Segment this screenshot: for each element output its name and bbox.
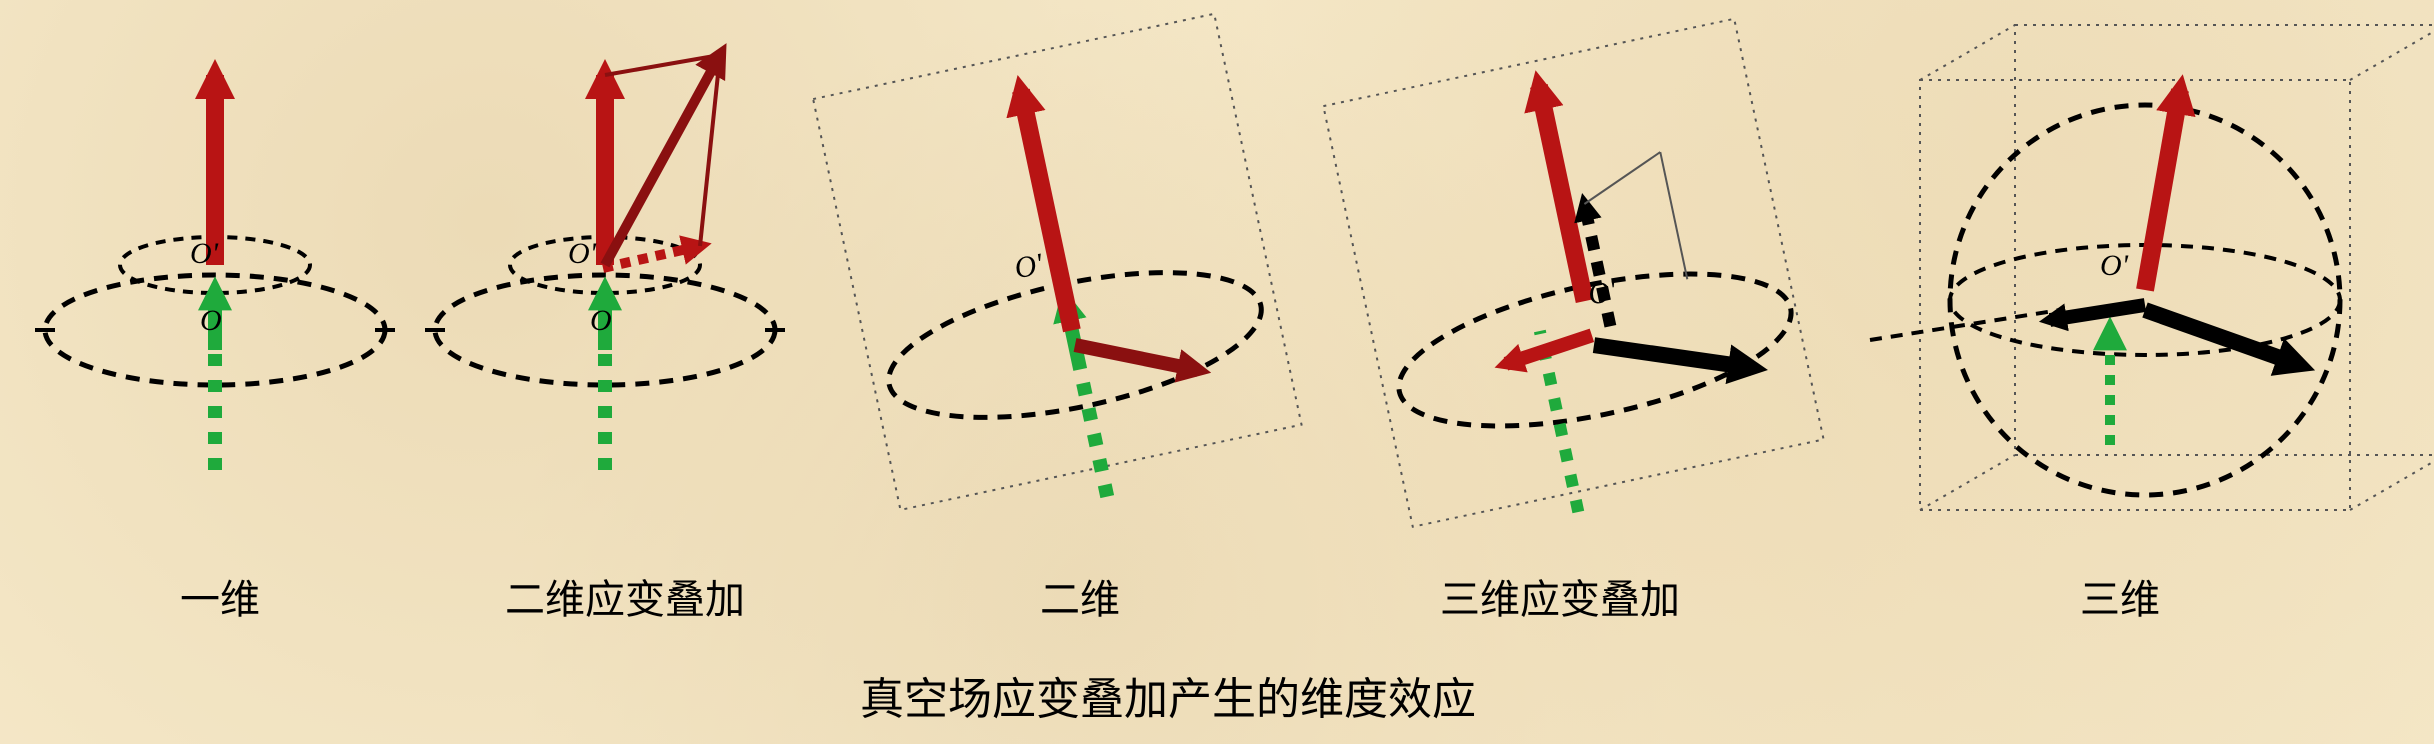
panel3-label: 二维 [1040,567,1120,625]
svg-text:O': O' [568,237,597,270]
svg-text:O': O' [1012,247,1047,285]
svg-text:O: O [200,304,222,337]
panel-5: O' [1870,25,2434,510]
figure-caption: 真空场应变叠加产生的维度效应 [860,663,1476,727]
panel4-label: 三维应变叠加 [1440,567,1680,625]
panel-1: O O' [35,75,395,470]
svg-text:O: O [590,304,612,337]
panel-2: O O' [425,55,785,470]
panel-3: O' [813,14,1308,539]
svg-text:O': O' [2100,249,2129,282]
panel2-label: 二维应变叠加 [505,567,745,625]
panel-4: O' [1323,19,1827,546]
panel5-label: 三维 [2080,567,2160,625]
diagram-svg: O O' O O' O' O' O' [0,0,2434,744]
svg-text:O': O' [190,237,219,270]
panel1-label: 一维 [180,567,260,625]
